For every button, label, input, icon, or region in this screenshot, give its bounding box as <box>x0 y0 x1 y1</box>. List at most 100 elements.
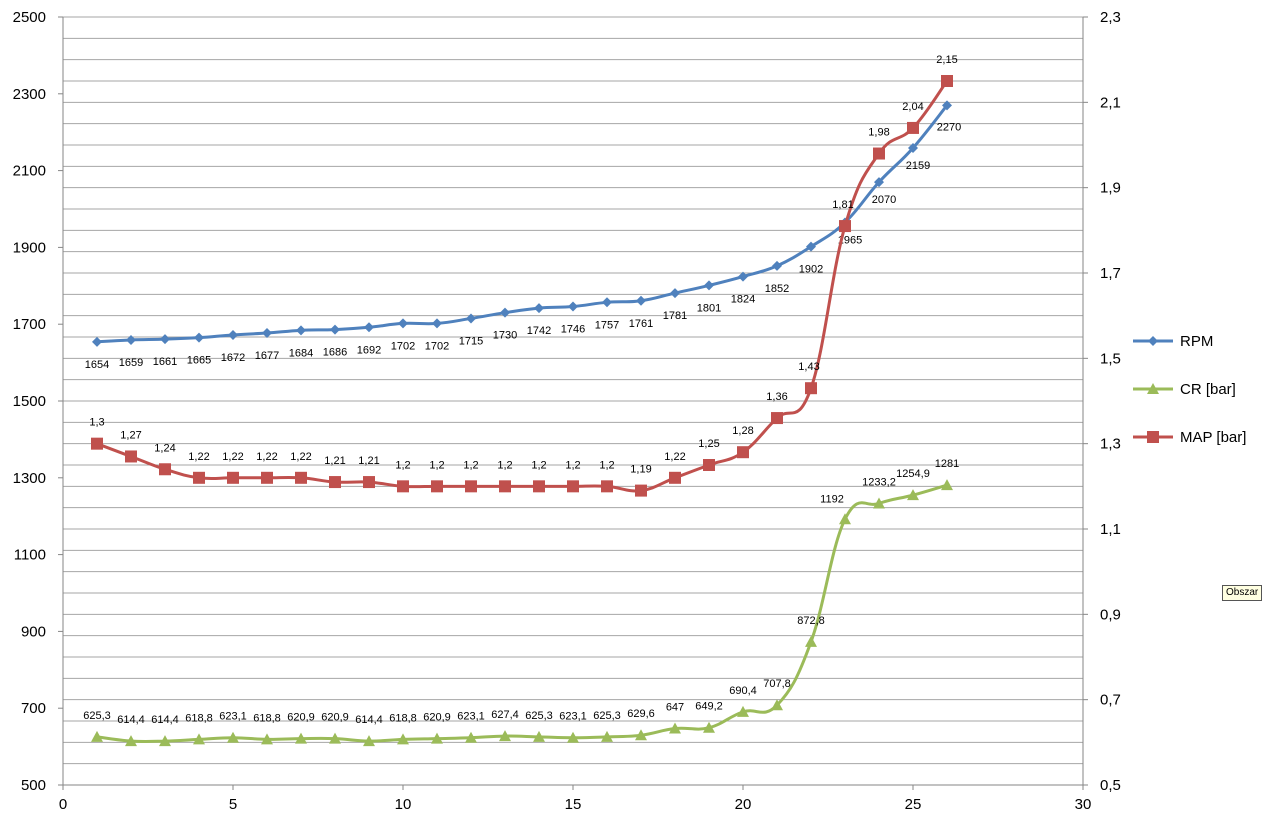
y-left-tick-label: 2100 <box>13 163 46 180</box>
cr-bar-point <box>737 705 749 717</box>
rpm-point <box>466 313 476 324</box>
map-bar-point <box>805 382 817 395</box>
y-left-tick-label: 700 <box>21 700 46 717</box>
cr-bar-data-label: 649,2 <box>695 701 723 713</box>
x-tick-label: 10 <box>395 796 412 813</box>
map-bar-point <box>329 476 341 489</box>
rpm-point <box>228 329 238 340</box>
map-bar-point <box>295 471 307 484</box>
cr-bar-point <box>125 735 137 747</box>
rpm-data-label: 1746 <box>561 324 585 336</box>
map-bar-data-label: 1,21 <box>324 455 345 467</box>
cr-bar-point <box>771 699 783 711</box>
map-bar-data-label: 1,21 <box>358 455 379 467</box>
x-tick-label: 0 <box>59 796 67 813</box>
map-bar-point <box>669 471 681 484</box>
cr-bar-data-label: 618,8 <box>253 712 281 724</box>
rpm-point <box>772 260 782 271</box>
cr-bar-point <box>91 730 103 742</box>
rpm-data-label: 1659 <box>119 357 143 369</box>
rpm-point <box>432 318 442 329</box>
x-tick-label: 25 <box>905 796 922 813</box>
y-right-tick-label: 2,1 <box>1100 94 1121 111</box>
y-right-tick-label: 1,9 <box>1100 180 1121 197</box>
rpm-data-label: 1686 <box>323 347 347 359</box>
map-bar-point <box>635 484 647 497</box>
map-bar-point <box>703 459 715 471</box>
map-bar-data-label: 1,22 <box>256 451 277 463</box>
cr-bar-point <box>873 497 885 509</box>
rpm-point <box>534 303 544 314</box>
y-left-tick-label: 1300 <box>13 470 46 487</box>
rpm-point <box>636 295 646 306</box>
map-bar-point <box>533 480 545 493</box>
cr-bar-data-label: 625,3 <box>525 710 553 722</box>
map-bar-data-label: 1,22 <box>222 451 243 463</box>
cr-bar-data-label: 1281 <box>935 458 959 470</box>
rpm-data-label: 1742 <box>527 325 551 337</box>
cr-bar-point <box>261 733 273 745</box>
y-right-tick-label: 0,5 <box>1100 777 1121 794</box>
rpm-data-label: 1677 <box>255 350 279 362</box>
rpm-point <box>942 100 952 111</box>
cr-bar-point <box>227 731 239 743</box>
rpm-point <box>262 328 272 339</box>
rpm-data-label: 1801 <box>697 302 721 314</box>
map-bar-point <box>839 220 851 233</box>
map-bar-data-label: 1,36 <box>766 391 787 403</box>
map-bar-data-label: 1,27 <box>120 429 141 441</box>
map-bar-data-label: 1,2 <box>531 459 546 471</box>
legend-label-cr-bar: CR [bar] <box>1180 381 1236 398</box>
rpm-point <box>194 332 204 343</box>
y-right-tick-label: 1,3 <box>1100 436 1121 453</box>
y-right-tick-label: 0,9 <box>1100 606 1121 623</box>
rpm-data-label: 1781 <box>663 310 687 322</box>
map-bar-point <box>363 476 375 489</box>
map-bar-point <box>601 480 613 493</box>
cr-bar-point <box>295 732 307 744</box>
map-bar-series-line <box>96 80 949 493</box>
rpm-data-label: 1672 <box>221 352 245 364</box>
cr-bar-data-label: 623,1 <box>559 711 587 723</box>
rpm-data-label: 2159 <box>906 160 930 172</box>
cr-bar-data-label: 620,9 <box>287 712 315 724</box>
map-bar-data-label: 1,43 <box>798 361 819 373</box>
rpm-point <box>602 297 612 308</box>
rpm-point <box>398 318 408 329</box>
map-bar-data-label: 1,2 <box>565 459 580 471</box>
x-tick-label: 30 <box>1075 796 1092 813</box>
rpm-point <box>806 241 816 252</box>
x-tick-label: 5 <box>229 796 237 813</box>
cr-bar-data-label: 627,4 <box>491 709 519 721</box>
y-left-tick-label: 1100 <box>14 547 46 564</box>
map-bar-data-label: 1,2 <box>497 459 512 471</box>
rpm-data-label: 1824 <box>731 294 755 306</box>
rpm-point <box>908 142 918 153</box>
cr-bar-data-label: 614,4 <box>151 714 179 726</box>
cr-bar-data-label: 629,6 <box>627 708 655 720</box>
cr-bar-point <box>193 733 205 745</box>
y-right-tick-label: 1,7 <box>1100 265 1121 282</box>
cr-bar-point <box>601 730 613 742</box>
cr-bar-point <box>499 730 511 742</box>
y-left-tick-label: 2300 <box>13 86 46 103</box>
cr-bar-data-label: 1233,2 <box>862 476 896 488</box>
map-bar-data-label: 1,19 <box>630 464 651 476</box>
map-bar-data-label: 1,22 <box>290 451 311 463</box>
map-bar-point <box>499 480 511 493</box>
y-left-tick-label: 1500 <box>13 393 46 410</box>
map-bar-data-label: 1,2 <box>463 459 478 471</box>
map-bar-data-label: 1,24 <box>154 442 175 454</box>
cr-bar-series-line <box>96 483 948 744</box>
rpm-point <box>364 322 374 333</box>
y-left-tick-label: 1700 <box>13 316 46 333</box>
cr-bar-point <box>635 729 647 741</box>
cr-bar-data-label: 620,9 <box>321 712 349 724</box>
map-bar-point <box>91 437 103 450</box>
y-right-tick-label: 1,1 <box>1100 521 1121 538</box>
cr-bar-data-label: 647 <box>666 702 684 714</box>
cr-bar-data-label: 625,3 <box>593 710 621 722</box>
rpm-point <box>738 271 748 282</box>
rpm-data-label: 1692 <box>357 344 381 356</box>
